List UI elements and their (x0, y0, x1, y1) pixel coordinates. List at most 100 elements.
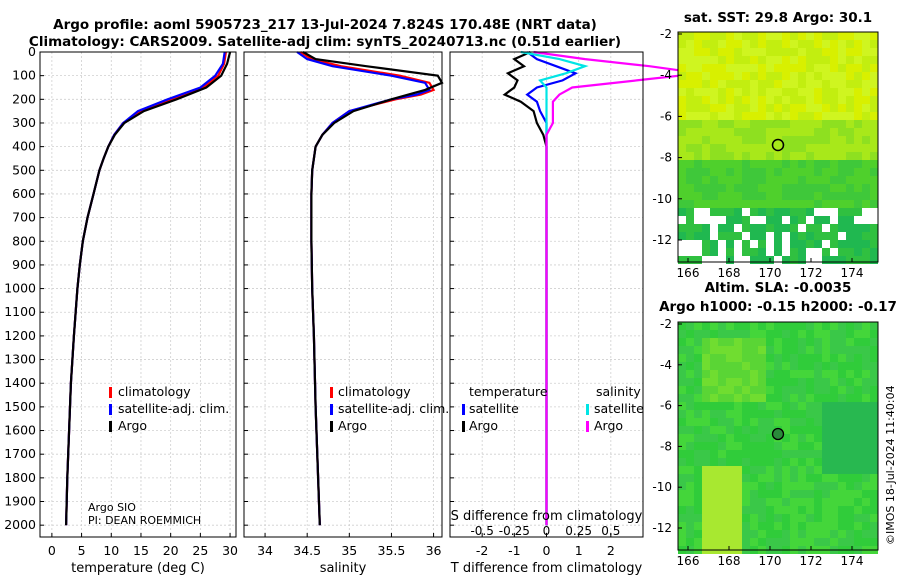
sla-cell (870, 402, 878, 410)
sla-cell (846, 442, 854, 450)
sst-cell (702, 112, 710, 120)
sla-cell (702, 538, 710, 546)
sst-cell (726, 80, 734, 88)
sst-cell (702, 168, 710, 176)
sla-cell (750, 458, 758, 466)
sla-cell (830, 498, 838, 506)
sst-cell (838, 184, 846, 192)
sst-cell (822, 216, 830, 224)
sst-cell (702, 32, 710, 40)
sla-cell (710, 514, 718, 522)
legend-climatology-swatch (109, 387, 112, 398)
sla-cell (790, 522, 798, 530)
legend3-targo-swatch (462, 421, 465, 432)
sla-cell (686, 482, 694, 490)
sla-cell (838, 322, 846, 330)
sst-cell (822, 184, 830, 192)
sst-cell (862, 32, 870, 40)
ytick-label: 1600 (4, 423, 36, 438)
sla-cell (734, 490, 742, 498)
sst-cell (694, 104, 702, 112)
sla-cell (862, 426, 870, 434)
sla-cell (814, 442, 822, 450)
sst-cell (798, 176, 806, 184)
sla-cell (678, 322, 686, 330)
sla-cell (870, 338, 878, 346)
sst-cell (718, 48, 726, 56)
sla-cell (822, 458, 830, 466)
sla-cell (686, 514, 694, 522)
sst-cell (822, 80, 830, 88)
sla-cell (734, 522, 742, 530)
sla-cell (726, 394, 734, 402)
sla-cell (790, 426, 798, 434)
sst-cell (862, 160, 870, 168)
sst-cell (678, 128, 686, 136)
sla-cell (750, 426, 758, 434)
sla-cell (718, 354, 726, 362)
sla-cell (718, 450, 726, 458)
sst-cell (766, 152, 774, 160)
sst-cell (710, 200, 718, 208)
sla-cell (846, 338, 854, 346)
sst-cell (758, 248, 766, 256)
sla-cell (790, 482, 798, 490)
sst-cell (870, 144, 878, 152)
sst-cell (678, 96, 686, 104)
sst-cell (750, 232, 758, 240)
sla-cell (734, 362, 742, 370)
sla-cell (734, 458, 742, 466)
sst-cell (790, 256, 798, 264)
sst-cell (790, 96, 798, 104)
sst-cell (702, 248, 710, 256)
sla-cell (686, 450, 694, 458)
sla-cell (726, 482, 734, 490)
sst-cell (678, 48, 686, 56)
sst-cell (678, 104, 686, 112)
sla-cell (686, 498, 694, 506)
sla-cell (830, 362, 838, 370)
sst-cell (678, 56, 686, 64)
sla-cell (686, 402, 694, 410)
sla-cell (798, 378, 806, 386)
sst-cell (862, 144, 870, 152)
sst-cell (718, 120, 726, 128)
sla-cell (822, 538, 830, 546)
sla-cell (742, 522, 750, 530)
ytick-label: 300 (12, 115, 36, 130)
sla-cell (718, 386, 726, 394)
sst-cell (814, 152, 822, 160)
sst-cell (830, 192, 838, 200)
xtick-label: 30 (222, 543, 238, 558)
sst-cell (758, 88, 766, 96)
sst-cell (678, 248, 686, 256)
sst-cell (838, 112, 846, 120)
sla-cell (822, 394, 830, 402)
sst-cell (766, 112, 774, 120)
sla-cell (718, 402, 726, 410)
sst-cell (806, 216, 814, 224)
sst-cell (854, 112, 862, 120)
sla-cell (718, 522, 726, 530)
sst-cell (846, 96, 854, 104)
sst-cell (726, 136, 734, 144)
sla-cell (782, 506, 790, 514)
sla-cell (774, 362, 782, 370)
sst-cell (710, 88, 718, 96)
sla-cell (702, 410, 710, 418)
sla-cell (798, 522, 806, 530)
sst-cell (702, 104, 710, 112)
sst-cell (758, 152, 766, 160)
sla-cell (734, 394, 742, 402)
sst-cell (806, 168, 814, 176)
sst-cell (870, 48, 878, 56)
sla-cell (750, 330, 758, 338)
sst-cell (734, 144, 742, 152)
sst-cell (806, 200, 814, 208)
sla-cell (686, 338, 694, 346)
sla-cell (726, 354, 734, 362)
sst-cell (718, 128, 726, 136)
sla-cell (710, 538, 718, 546)
sla-cell (814, 402, 822, 410)
